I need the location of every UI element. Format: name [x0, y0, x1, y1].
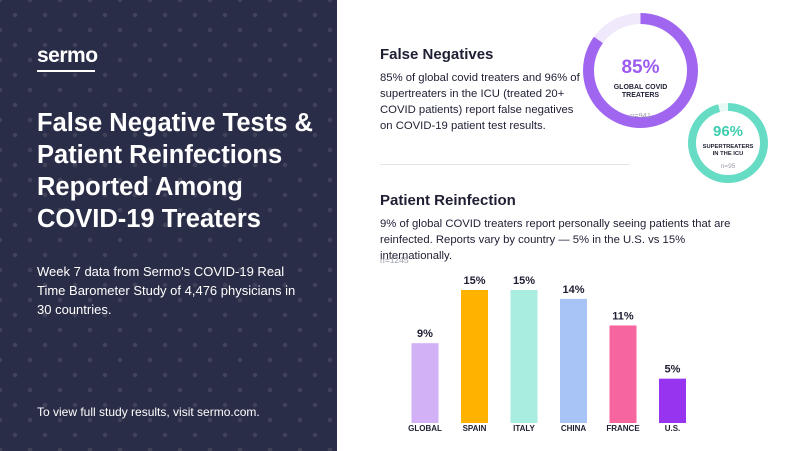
- category-label: FRANCE: [606, 424, 640, 432]
- patient-reinfection-title: Patient Reinfection: [380, 192, 516, 209]
- bar-value-label: 15%: [513, 275, 535, 287]
- bar-us: [659, 378, 686, 423]
- supertreaters-donut: 96% SUPERTREATERS IN THE ICU n=95: [688, 103, 768, 183]
- category-label: SPAIN: [463, 424, 487, 432]
- bar-france: [609, 325, 637, 423]
- bar-value-label: 9%: [417, 328, 433, 340]
- bar-value-label: 14%: [562, 284, 584, 296]
- bar-value-label: 15%: [463, 275, 485, 287]
- study-description: Week 7 data from Sermo's COVID-19 Real T…: [37, 264, 296, 317]
- supertreaters-label: SUPERTREATERS IN THE ICU: [702, 144, 754, 157]
- bar-value-label: 5%: [665, 364, 681, 376]
- bar-global: [411, 343, 439, 423]
- supertreaters-n: n=95: [720, 163, 736, 170]
- false-negatives-body: 85% of global covid treaters and 96% of …: [380, 72, 580, 132]
- global-treaters-donut: 85% GLOBAL COVID TREATERS n=941: [583, 13, 698, 128]
- category-label: CHINA: [561, 424, 587, 432]
- footer-link-text: To view full study results, visit sermo.…: [37, 405, 260, 419]
- reinfection-sample-size: n=1245: [380, 255, 409, 265]
- category-label: GLOBAL: [408, 424, 442, 432]
- global-treaters-label: GLOBAL COVID TREATERS: [613, 84, 668, 100]
- global-treaters-percent: 85%: [621, 57, 660, 78]
- category-label: ITALY: [513, 424, 535, 432]
- bar-italy: [510, 290, 538, 423]
- reinfection-bar-chart: 9% 15% 15% 14% 11% 5% GLOBAL SPAIN ITALY CHINA FRA…: [408, 275, 686, 432]
- page-title: False Negative Tests & Patient Reinfecti…: [37, 109, 313, 233]
- left-panel: sermo False Negative Tests & Patient Rei…: [0, 0, 337, 451]
- bar-spain: [461, 290, 488, 423]
- logo-underline: [37, 70, 95, 72]
- category-label: U.S.: [665, 424, 681, 432]
- section-divider: [380, 164, 630, 165]
- supertreaters-percent: 96%: [712, 123, 744, 140]
- bar-china: [560, 298, 587, 423]
- bar-value-label: 11%: [612, 310, 634, 322]
- patient-reinfection-body: 9% of global COVID treaters report perso…: [380, 218, 731, 262]
- sermo-logo: sermo: [37, 44, 98, 67]
- false-negatives-title: False Negatives: [380, 46, 494, 63]
- global-treaters-n: n=941: [629, 111, 652, 120]
